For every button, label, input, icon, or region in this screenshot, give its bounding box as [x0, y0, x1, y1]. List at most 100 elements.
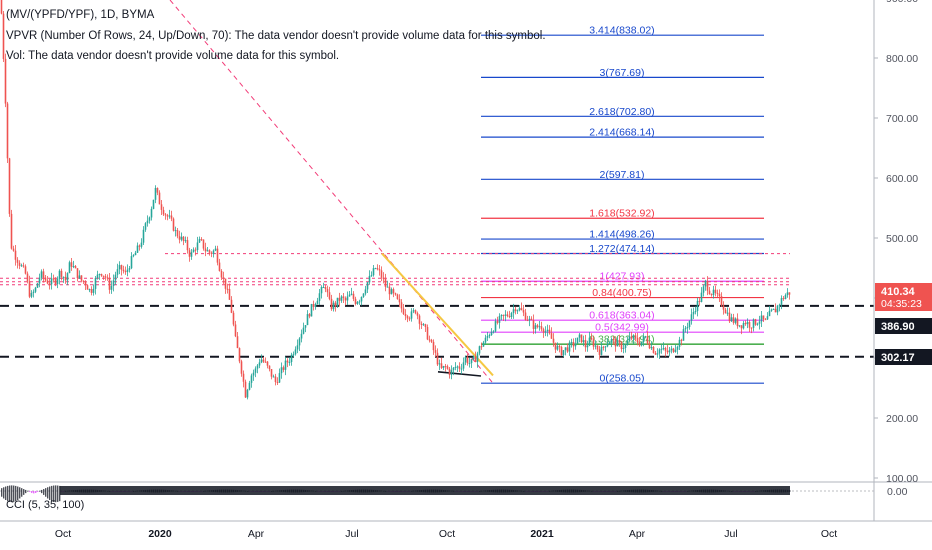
candle-body [668, 350, 671, 353]
candle-body [640, 341, 643, 346]
last-price-value: 410.34 [881, 286, 916, 298]
candle-body [414, 310, 417, 314]
candle-body [178, 236, 181, 240]
candle-body [340, 296, 343, 301]
candle-body [482, 342, 485, 347]
candle-body [214, 248, 217, 251]
candle-body [94, 277, 97, 289]
candle-body [466, 356, 469, 364]
fib-level-label: 0.5(342.99) [595, 322, 649, 334]
candle-body [256, 365, 259, 369]
candle-body [362, 293, 365, 297]
vpvr-legend[interactable]: VPVR (Number Of Rows, 24, Up/Down, 70): … [6, 30, 546, 42]
candle-body [542, 329, 545, 333]
candle-body [26, 273, 29, 282]
candle-body [608, 342, 611, 344]
candle-body [106, 277, 109, 279]
fib-level-label: 2(597.81) [600, 169, 645, 181]
candle-body [14, 250, 17, 260]
candle-body [300, 333, 303, 339]
fib-level-label: 0.618(363.04) [589, 310, 654, 322]
candle-body [102, 275, 105, 277]
candle-body [554, 342, 557, 350]
candle-body [686, 326, 689, 329]
candle-body [222, 277, 225, 279]
candle-body [116, 269, 119, 275]
candle-body [200, 239, 203, 241]
x-tick-label: Oct [55, 528, 71, 540]
candle-body [252, 372, 255, 376]
candle-body [610, 339, 613, 343]
symbol-title[interactable]: (MV/(YPFD/YPF), 1D, BYMA [6, 9, 155, 21]
candle-body [460, 368, 463, 370]
candle-body [476, 353, 479, 363]
candle-body [660, 348, 663, 350]
candle-body [444, 366, 447, 368]
candle-body [164, 214, 167, 216]
candle-body [540, 326, 543, 330]
candle-body [48, 283, 51, 285]
candle-body [80, 275, 83, 281]
price-candles [0, 0, 791, 400]
osc-bar [37, 491, 39, 492]
candle-body [218, 262, 221, 271]
candle-body [614, 339, 617, 347]
candle-body [680, 339, 683, 341]
x-tick-label: Oct [821, 528, 837, 540]
candle-body [722, 305, 725, 310]
volume-legend[interactable]: Vol: The data vendor doesn't provide vol… [6, 50, 340, 62]
time-axis: Oct 2020 Apr Jul Oct 2021 Apr Jul Oct [0, 520, 932, 540]
bar-countdown: 04:35:23 [881, 298, 922, 310]
candle-body [196, 242, 199, 251]
candle-body [638, 342, 641, 346]
x-tick-label: Oct [439, 528, 455, 540]
price-axis: 100.00200.00300.00400.00500.00600.00700.… [873, 0, 932, 521]
candle-body [634, 335, 637, 338]
osc-bar [39, 490, 41, 492]
candle-body [594, 345, 597, 347]
candle-body [354, 298, 357, 304]
candle-body [304, 325, 307, 328]
candle-body [552, 338, 555, 343]
candle-body [382, 277, 385, 280]
candle-body [44, 277, 47, 281]
pink-diagonal-trendline [169, 0, 493, 383]
osc-bar [51, 485, 53, 502]
candle-body [114, 274, 117, 281]
candle-body [442, 366, 445, 368]
candle-body [448, 368, 451, 375]
candle-body [68, 262, 71, 274]
candle-body [168, 215, 171, 217]
candle-body [434, 350, 437, 353]
candle-body [322, 287, 325, 289]
candle-body [16, 259, 19, 263]
candle-body [150, 208, 153, 218]
candle-body [312, 304, 315, 307]
candle-body [130, 256, 133, 269]
candle-body [248, 382, 251, 390]
fib-level-label: 1.414(498.26) [589, 229, 654, 241]
candle-body [70, 262, 73, 267]
candle-body [238, 348, 241, 362]
candle-body [674, 349, 677, 352]
level-high-badge [875, 318, 932, 334]
candle-body [780, 298, 783, 305]
x-tick-label: Apr [629, 528, 646, 540]
candle-body [160, 204, 163, 210]
candle-body [584, 340, 587, 348]
fib-level-label: 0(258.05) [600, 373, 645, 385]
osc-bar [25, 489, 27, 494]
candle-body [432, 341, 435, 351]
candle-body [636, 337, 639, 343]
candle-body [736, 318, 739, 327]
candle-body [370, 275, 373, 277]
candle-body [580, 334, 583, 343]
osc-bar [57, 485, 59, 502]
candle-body [110, 286, 113, 290]
candle-body [728, 312, 731, 322]
candle-body [180, 236, 183, 240]
candle-body [8, 158, 11, 214]
candle-body [108, 278, 111, 290]
candle-body [18, 262, 21, 266]
